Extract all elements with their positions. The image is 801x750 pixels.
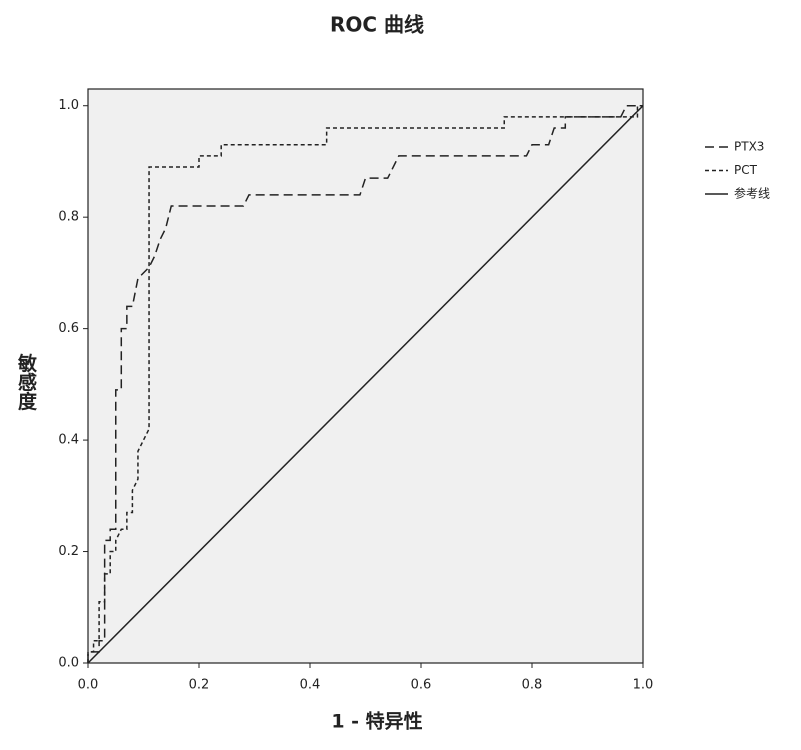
y-tick-label: 0.2 (58, 544, 79, 559)
roc-curve (87, 105, 644, 664)
y-axis-label: 敏感度 (15, 352, 38, 411)
y-tick-label: 0.8 (58, 210, 79, 225)
x-tick-label: 0.0 (78, 678, 99, 693)
y-tick-label: 0.4 (58, 433, 79, 448)
plot-area (87, 88, 644, 664)
roc-curve (87, 104, 643, 663)
roc-curve (87, 104, 643, 663)
legend-label: 参考线 (734, 186, 770, 201)
y-tick-label: 0.6 (58, 321, 79, 336)
x-tick-label: 0.2 (189, 678, 210, 693)
x-tick-label: 0.8 (522, 678, 543, 693)
y-tick-label: 0.0 (58, 656, 79, 671)
y-tick-label: 1.0 (58, 98, 79, 113)
legend-label: PTX3 (734, 140, 764, 154)
chart-title: ROC 曲线 (330, 13, 424, 37)
x-axis-label: 1 - 特异性 (331, 710, 422, 733)
x-tick-label: 0.4 (300, 678, 321, 693)
x-tick-label: 1.0 (633, 678, 654, 693)
x-tick-label: 0.6 (411, 678, 432, 693)
legend-label: PCT (734, 163, 758, 177)
